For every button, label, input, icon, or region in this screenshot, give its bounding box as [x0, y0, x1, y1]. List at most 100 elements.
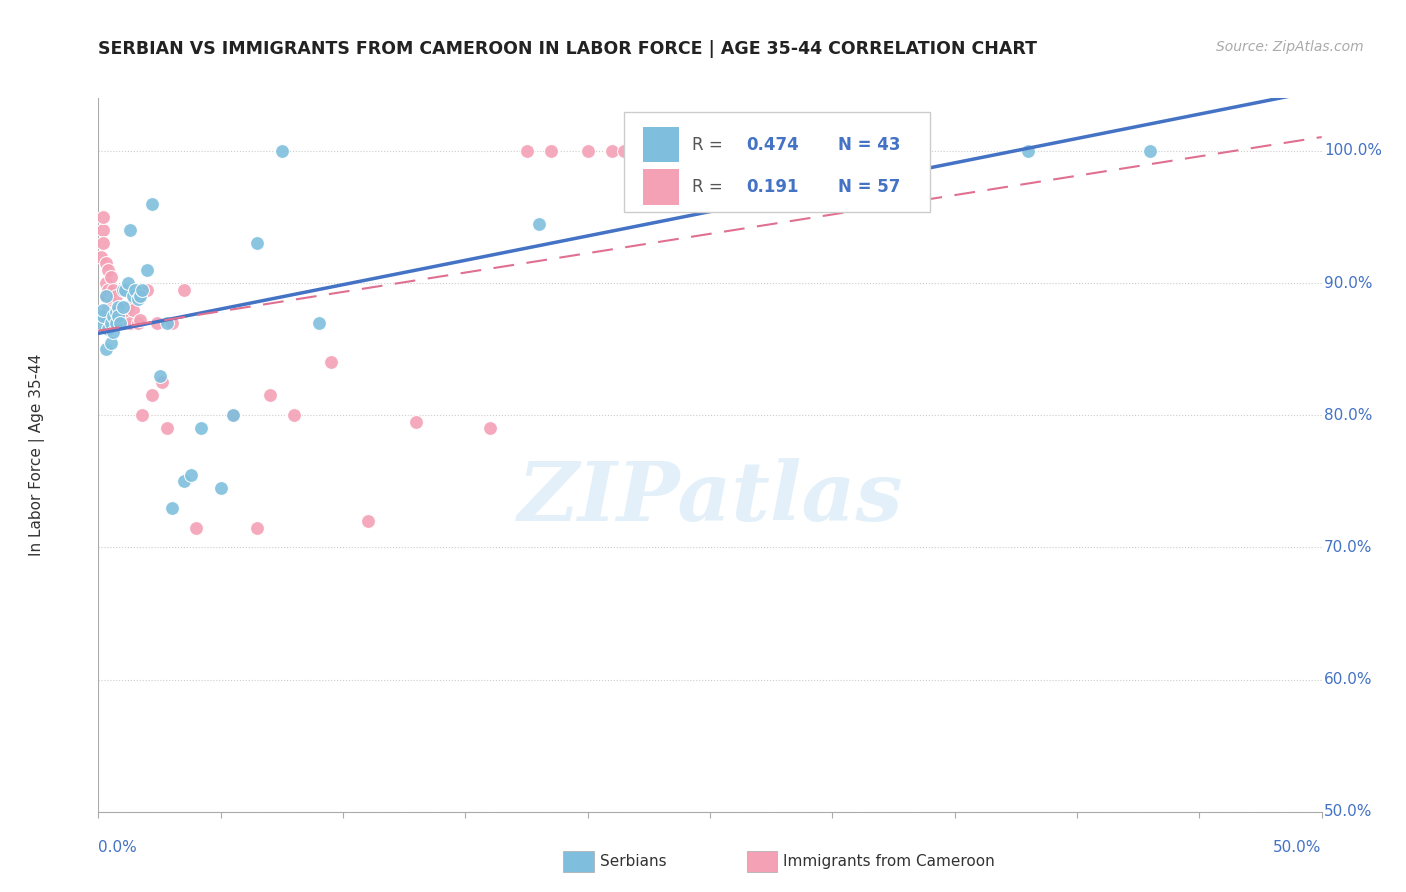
- Point: [600, 144, 623, 158]
- Point: [104, 309, 127, 323]
- Point: [107, 302, 129, 317]
- Point: [100, 296, 122, 310]
- Text: N = 43: N = 43: [838, 136, 901, 153]
- Point: [180, 467, 202, 482]
- Text: N = 57: N = 57: [838, 178, 901, 196]
- Point: [136, 283, 159, 297]
- Point: [131, 409, 153, 423]
- Point: [1139, 144, 1161, 158]
- Bar: [643, 169, 679, 205]
- Point: [637, 144, 661, 158]
- Point: [576, 144, 599, 158]
- Point: [270, 144, 294, 158]
- Point: [283, 409, 305, 423]
- Point: [104, 316, 127, 330]
- Text: 70.0%: 70.0%: [1324, 540, 1372, 555]
- Point: [101, 302, 124, 317]
- Text: 100.0%: 100.0%: [1324, 144, 1382, 159]
- Point: [222, 409, 245, 423]
- Point: [90, 316, 112, 330]
- Point: [478, 421, 501, 435]
- Point: [121, 302, 143, 317]
- Point: [319, 355, 342, 369]
- Point: [91, 210, 114, 224]
- Point: [94, 256, 117, 270]
- Text: 80.0%: 80.0%: [1324, 408, 1372, 423]
- Point: [120, 316, 142, 330]
- Point: [356, 514, 378, 528]
- Point: [100, 316, 122, 330]
- Point: [101, 283, 124, 297]
- Point: [114, 316, 136, 330]
- Point: [150, 376, 173, 390]
- Text: R =: R =: [692, 178, 733, 196]
- Point: [127, 316, 149, 330]
- Point: [94, 276, 117, 290]
- Point: [101, 325, 124, 339]
- Text: Source: ZipAtlas.com: Source: ZipAtlas.com: [1216, 40, 1364, 54]
- Point: [173, 283, 195, 297]
- Point: [110, 300, 132, 314]
- Point: [110, 316, 132, 330]
- Point: [97, 322, 120, 336]
- Point: [90, 250, 112, 264]
- Point: [111, 316, 134, 330]
- Text: 0.191: 0.191: [747, 178, 799, 196]
- Point: [246, 236, 269, 251]
- Point: [101, 316, 124, 330]
- Point: [114, 283, 136, 297]
- Point: [94, 342, 117, 356]
- Point: [107, 300, 129, 314]
- Text: 50.0%: 50.0%: [1274, 840, 1322, 855]
- Point: [124, 283, 146, 297]
- Text: 0.0%: 0.0%: [98, 840, 138, 855]
- Text: 50.0%: 50.0%: [1324, 805, 1372, 819]
- Point: [100, 269, 122, 284]
- Point: [127, 292, 149, 306]
- Bar: [643, 127, 679, 162]
- Text: R =: R =: [692, 136, 728, 153]
- Point: [111, 300, 134, 314]
- Text: 60.0%: 60.0%: [1324, 672, 1372, 687]
- Point: [111, 283, 134, 297]
- Point: [173, 475, 195, 489]
- Bar: [747, 851, 778, 872]
- Point: [94, 289, 117, 303]
- Point: [114, 305, 136, 319]
- Text: SERBIAN VS IMMIGRANTS FROM CAMEROON IN LABOR FORCE | AGE 35-44 CORRELATION CHART: SERBIAN VS IMMIGRANTS FROM CAMEROON IN L…: [98, 40, 1038, 58]
- Point: [129, 313, 152, 327]
- Point: [821, 144, 844, 158]
- Point: [141, 388, 163, 402]
- Text: 0.474: 0.474: [747, 136, 800, 153]
- Point: [129, 289, 152, 303]
- Point: [146, 316, 169, 330]
- Point: [136, 263, 159, 277]
- Point: [91, 223, 114, 237]
- Point: [156, 421, 179, 435]
- Point: [160, 316, 183, 330]
- Text: ZIPatlas: ZIPatlas: [517, 458, 903, 538]
- Point: [120, 223, 142, 237]
- Point: [156, 316, 179, 330]
- Point: [100, 309, 122, 323]
- Point: [308, 316, 330, 330]
- Point: [540, 144, 562, 158]
- Point: [97, 263, 120, 277]
- Point: [515, 144, 537, 158]
- Point: [97, 283, 120, 297]
- Point: [246, 520, 269, 534]
- Point: [91, 309, 114, 323]
- Point: [1017, 144, 1039, 158]
- Point: [97, 302, 120, 317]
- Bar: [564, 851, 593, 872]
- Point: [209, 481, 232, 495]
- Point: [91, 236, 114, 251]
- Point: [160, 500, 183, 515]
- Point: [111, 313, 134, 327]
- Point: [527, 217, 550, 231]
- Point: [111, 309, 134, 323]
- Point: [141, 197, 163, 211]
- Text: In Labor Force | Age 35-44: In Labor Force | Age 35-44: [30, 354, 45, 556]
- Point: [149, 368, 172, 383]
- Point: [91, 302, 114, 317]
